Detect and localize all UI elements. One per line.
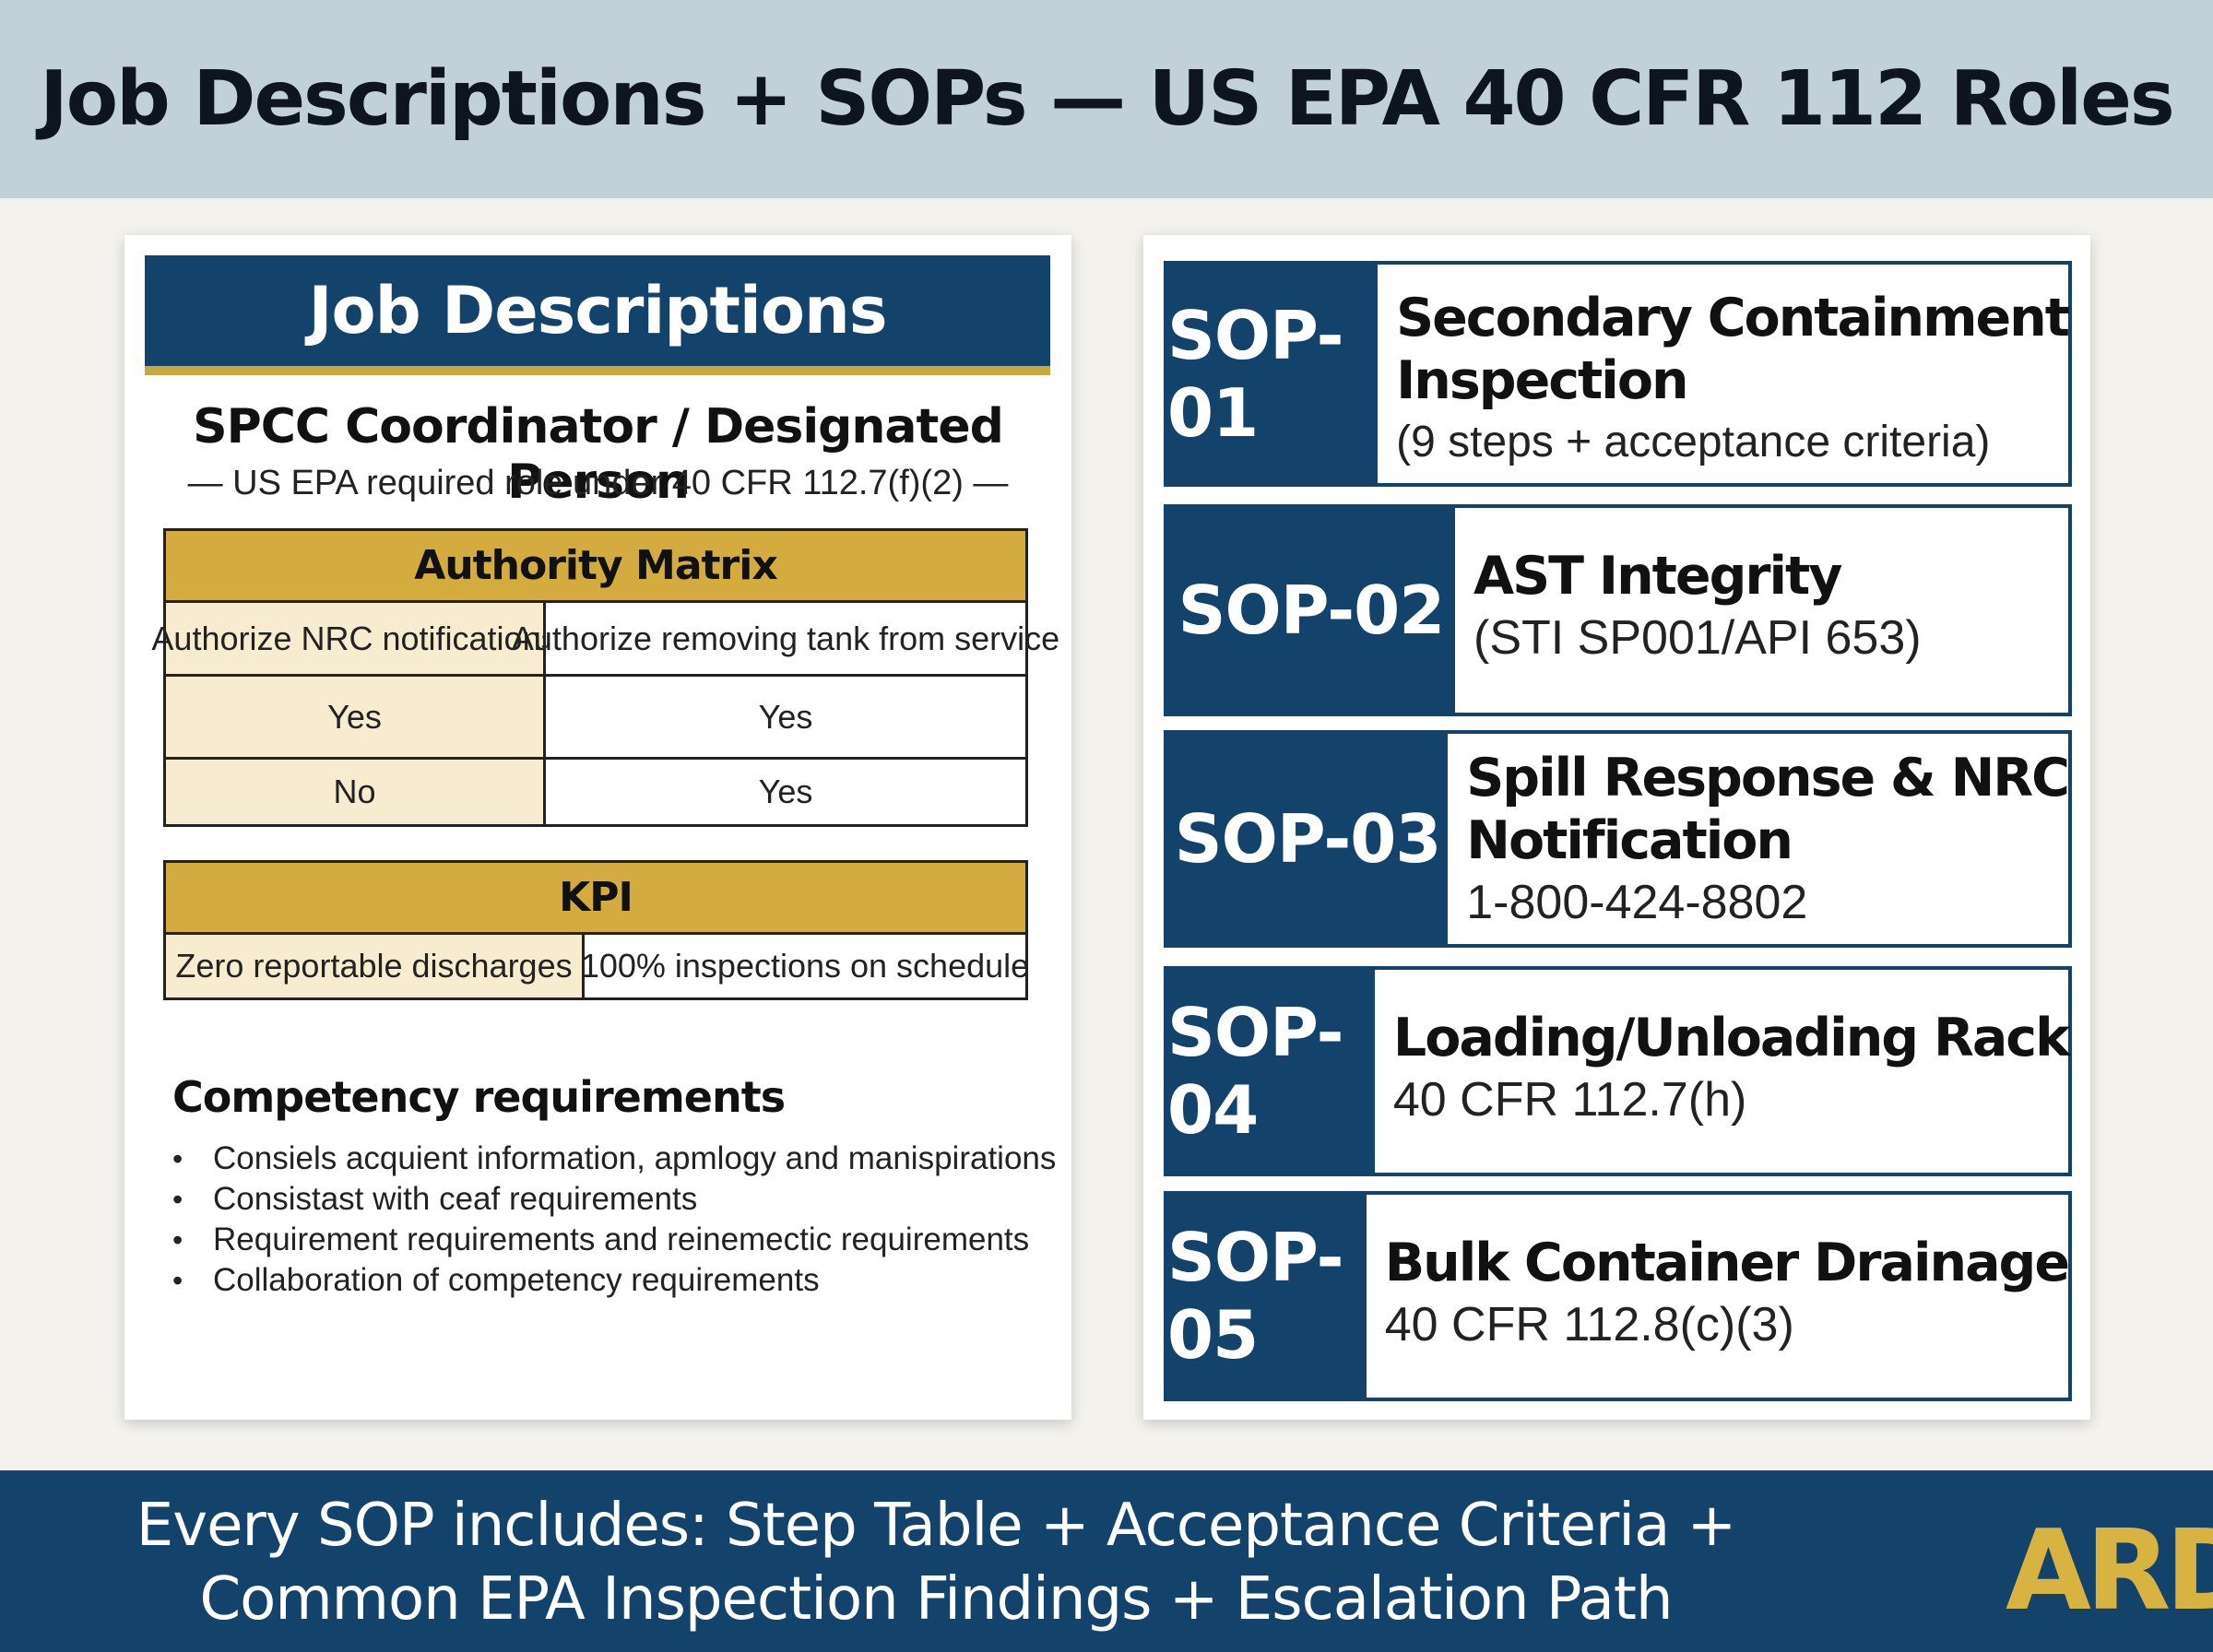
sop-subtitle: (STI SP001/API 653) [1473,611,1922,665]
sop-title: Inspection [1396,350,1688,411]
kpi-table: KPI Zero reportable discharges 100% insp… [163,860,1029,1000]
sop-title: Notification [1466,810,1793,871]
list-item: • Collaboration of competency requirement… [172,1260,1056,1301]
sop-body: Loading/Unloading Rack 40 CFR 112.7(h) [1375,970,2070,1173]
footer-text: Every SOP includes: Step Table + Accepta… [0,1489,1872,1636]
page-footer: Every SOP includes: Step Table + Accepta… [0,1470,2213,1652]
page-header: Job Descriptions + SOPs — US EPA 40 CFR … [0,0,2213,198]
bullet-icon: • [172,1264,183,1297]
sop-title: Loading/Unloading Rack [1392,1008,2070,1068]
competency-item: Consistast with ceaf requirements [213,1181,698,1217]
table-cell: Yes [166,677,546,757]
job-descriptions-card: Job Descriptions SPCC Coordinator / Desi… [124,235,1071,1420]
list-item: • Requirement requirements and reinemecti… [172,1220,1056,1260]
sop-title: Secondary Containment [1396,288,2070,348]
kpi-item: Zero reportable discharges [166,935,585,997]
sop-row: SOP-02 AST Integrity (STI SP001/API 653) [1164,504,2072,716]
sop-row: SOP-03 Spill Response & NRC Notification… [1164,730,2072,948]
bullet-icon: • [172,1142,183,1175]
kpi-title: KPI [166,863,1025,935]
authority-matrix-title: Authority Matrix [166,531,1025,603]
page-title: Job Descriptions + SOPs — US EPA 40 CFR … [40,55,2174,143]
table-row: Yes Yes [166,677,1025,760]
sop-subtitle: 40 CFR 112.8(c)(3) [1384,1298,1794,1351]
sop-body: Bulk Container Drainage 40 CFR 112.8(c)(… [1367,1195,2070,1398]
sop-row: SOP-01 Secondary Containment Inspection … [1164,261,2072,487]
sop-id: SOP-05 [1167,1195,1367,1398]
bullet-icon: • [172,1223,183,1257]
sop-id: SOP-01 [1167,265,1379,483]
sop-body: Spill Response & NRC Notification 1-800-… [1448,734,2070,944]
table-header-cell: Authorize NRC notifications [151,603,558,674]
footer-line: Every SOP includes: Step Table + Accepta… [136,1492,1737,1560]
authority-matrix-table: Authority Matrix Authorize NRC notificat… [151,528,1059,827]
competency-list: • Consiels acquient information, apmlogy … [172,1139,1056,1301]
role-subtitle: — US EPA required role under 40 CFR 112.… [187,464,1009,502]
competency-item: Consiels acquient information, apmlogy a… [213,1140,1057,1176]
list-item: • Consiels acquient information, apmlogy … [172,1139,1056,1179]
sop-row: SOP-05 Bulk Container Drainage 40 CFR 11… [1164,1191,2072,1401]
sop-id: SOP-02 [1167,508,1455,713]
table-row: Zero reportable discharges 100% inspecti… [166,935,1029,997]
sop-title: Bulk Container Drainage [1384,1233,2070,1293]
job-descriptions-banner: Job Descriptions [145,255,1050,375]
sop-row: SOP-04 Loading/Unloading Rack 40 CFR 112… [1164,966,2072,1176]
bullet-icon: • [172,1183,183,1216]
sop-title: Spill Response & NRC [1466,748,2070,808]
table-header-cell: Authorize removing tank from service [512,603,1059,674]
table-row: No Yes [166,760,1025,824]
role-title: SPCC Coordinator / Designated Person [193,399,1004,510]
competency-item: Collaboration of competency requirements [213,1262,820,1298]
sop-card: SOP-01 Secondary Containment Inspection … [1143,235,2090,1420]
table-row: Authorize NRC notifications Authorize re… [151,603,1059,677]
sop-id: SOP-04 [1167,970,1375,1173]
sop-subtitle: 1-800-424-8802 [1466,876,1808,929]
ard-logo: ARD [2006,1507,2213,1635]
sop-body: Secondary Containment Inspection (9 step… [1378,265,2070,483]
list-item: • Consistast with ceaf requirements [172,1179,1056,1220]
table-cell: Yes [546,760,1025,824]
footer-line: Common EPA Inspection Findings + Escalat… [199,1565,1673,1634]
sop-subtitle: (9 steps + acceptance criteria) [1396,418,1991,466]
kpi-item: 100% inspections on schedule [581,935,1029,997]
sop-id: SOP-03 [1167,734,1449,944]
sop-subtitle: 40 CFR 112.7(h) [1392,1073,1747,1127]
job-descriptions-heading: Job Descriptions [308,273,887,348]
table-cell: Yes [546,677,1025,757]
competency-title: Competency requirements [172,1072,786,1122]
sop-title: AST Integrity [1473,546,1842,607]
competency-item: Requirement requirements and reinemectic… [213,1221,1030,1257]
table-cell: No [166,760,546,824]
sop-body: AST Integrity (STI SP001/API 653) [1455,508,2068,713]
